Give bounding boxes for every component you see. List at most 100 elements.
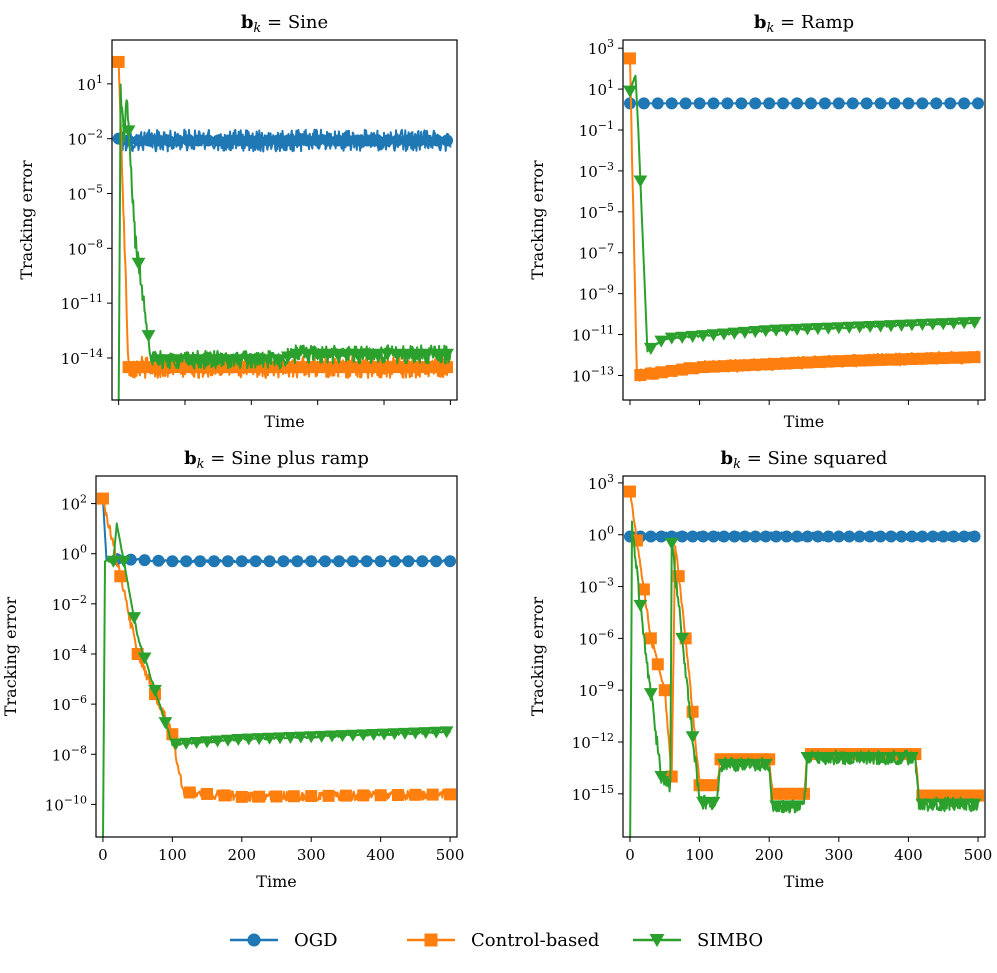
marker-ogd <box>721 97 734 110</box>
chart-title: bk = Ramp <box>754 12 854 36</box>
marker-simbo <box>189 736 204 750</box>
marker-ogd <box>138 554 151 567</box>
series-markers-control-based <box>623 52 981 381</box>
marker-control-based <box>717 360 730 373</box>
marker-simbo <box>842 321 857 334</box>
marker-simbo <box>737 758 752 772</box>
marker-control-based <box>361 361 374 374</box>
y-tick-label: 10−15 <box>572 783 614 804</box>
marker-simbo <box>241 354 255 367</box>
marker-control-based <box>183 786 196 799</box>
marker-control-based <box>665 364 678 377</box>
marker-simbo <box>171 354 186 367</box>
marker-control-based <box>253 790 266 803</box>
marker-ogd <box>291 555 304 568</box>
marker-control-based <box>686 362 699 375</box>
marker-simbo <box>270 354 285 367</box>
marker-simbo <box>852 321 867 334</box>
axes-frame <box>95 475 458 838</box>
marker-ogd <box>902 97 915 110</box>
marker-ogd <box>132 134 145 147</box>
marker-simbo <box>179 737 194 750</box>
marker-ogd <box>249 555 262 568</box>
marker-simbo <box>252 733 267 746</box>
marker-simbo <box>300 348 315 361</box>
marker-simbo <box>915 318 930 332</box>
marker-ogd <box>192 134 205 147</box>
marker-control-based <box>114 570 127 583</box>
marker-control-based <box>270 790 283 803</box>
marker-simbo <box>345 729 360 742</box>
marker-ogd <box>853 530 866 543</box>
marker-control-based <box>305 790 318 803</box>
chart-title: bk = Sine <box>241 12 328 36</box>
marker-simbo <box>905 319 919 332</box>
marker-simbo <box>410 348 425 361</box>
marker-ogd <box>221 555 234 568</box>
marker-control-based <box>905 352 918 365</box>
x-tick-label: 400 <box>366 846 395 864</box>
marker-simbo <box>314 730 329 743</box>
marker-simbo <box>811 323 825 336</box>
marker-simbo <box>387 728 402 741</box>
marker-simbo <box>873 752 888 765</box>
marker-simbo <box>168 738 183 751</box>
marker-control-based <box>958 351 971 364</box>
marker-simbo <box>231 354 245 367</box>
marker-ogd <box>937 530 950 543</box>
marker-simbo <box>936 318 951 331</box>
y-tick-label: 10−11 <box>572 324 614 345</box>
marker-control-based <box>351 361 364 374</box>
marker-simbo <box>831 752 846 765</box>
marker-control-based <box>644 632 657 645</box>
marker-simbo <box>800 323 815 336</box>
marker-ogd <box>888 97 901 110</box>
marker-simbo <box>915 798 930 811</box>
marker-simbo <box>717 758 731 772</box>
marker-ogd <box>707 97 720 110</box>
marker-simbo <box>769 800 784 813</box>
marker-control-based <box>371 361 384 374</box>
y-tick-label: 101 <box>77 73 103 94</box>
marker-simbo <box>290 348 305 361</box>
marker-ogd <box>749 530 762 543</box>
x-tick-label: 300 <box>824 846 853 864</box>
marker-control-based <box>339 789 352 802</box>
marker-simbo <box>654 771 669 784</box>
marker-control-based <box>321 361 334 374</box>
marker-control-based <box>885 353 898 366</box>
marker-simbo <box>210 735 225 748</box>
marker-simbo <box>280 351 295 364</box>
marker-control-based <box>968 351 981 364</box>
marker-ogd <box>801 530 814 543</box>
marker-control-based <box>832 355 845 368</box>
marker-simbo <box>779 800 794 813</box>
marker-control-based <box>791 356 804 369</box>
marker-simbo <box>408 727 423 740</box>
y-tick-label: 10−6 <box>52 693 87 714</box>
series-line-ogd <box>101 498 451 564</box>
marker-control-based <box>972 789 985 802</box>
subplot-3: 0 100 200 300 400 500 102 100 10−2 10−4 10−6 10−8 10… <box>1 448 464 891</box>
marker-control-based <box>651 658 664 671</box>
marker-control-based <box>132 361 145 374</box>
marker-simbo <box>758 325 773 338</box>
marker-simbo <box>643 342 658 356</box>
marker-simbo <box>366 728 381 742</box>
marker-simbo <box>420 348 435 361</box>
y-axis-label: Tracking error <box>528 596 547 716</box>
chart-title: bk = Sine squared <box>721 448 888 472</box>
marker-simbo <box>304 731 319 744</box>
marker-ogd <box>441 134 454 147</box>
marker-simbo <box>623 85 637 98</box>
x-axis-label: Time <box>784 412 824 431</box>
y-tick-label: 10−13 <box>572 364 614 385</box>
marker-ogd <box>916 97 929 110</box>
marker-simbo <box>390 348 405 361</box>
marker-simbo <box>727 327 742 340</box>
marker-ogd <box>832 530 845 543</box>
marker-simbo <box>191 354 206 367</box>
marker-control-based <box>322 789 335 802</box>
y-tick-label: 10−5 <box>579 201 614 222</box>
y-axis-label: Tracking error <box>17 160 36 280</box>
